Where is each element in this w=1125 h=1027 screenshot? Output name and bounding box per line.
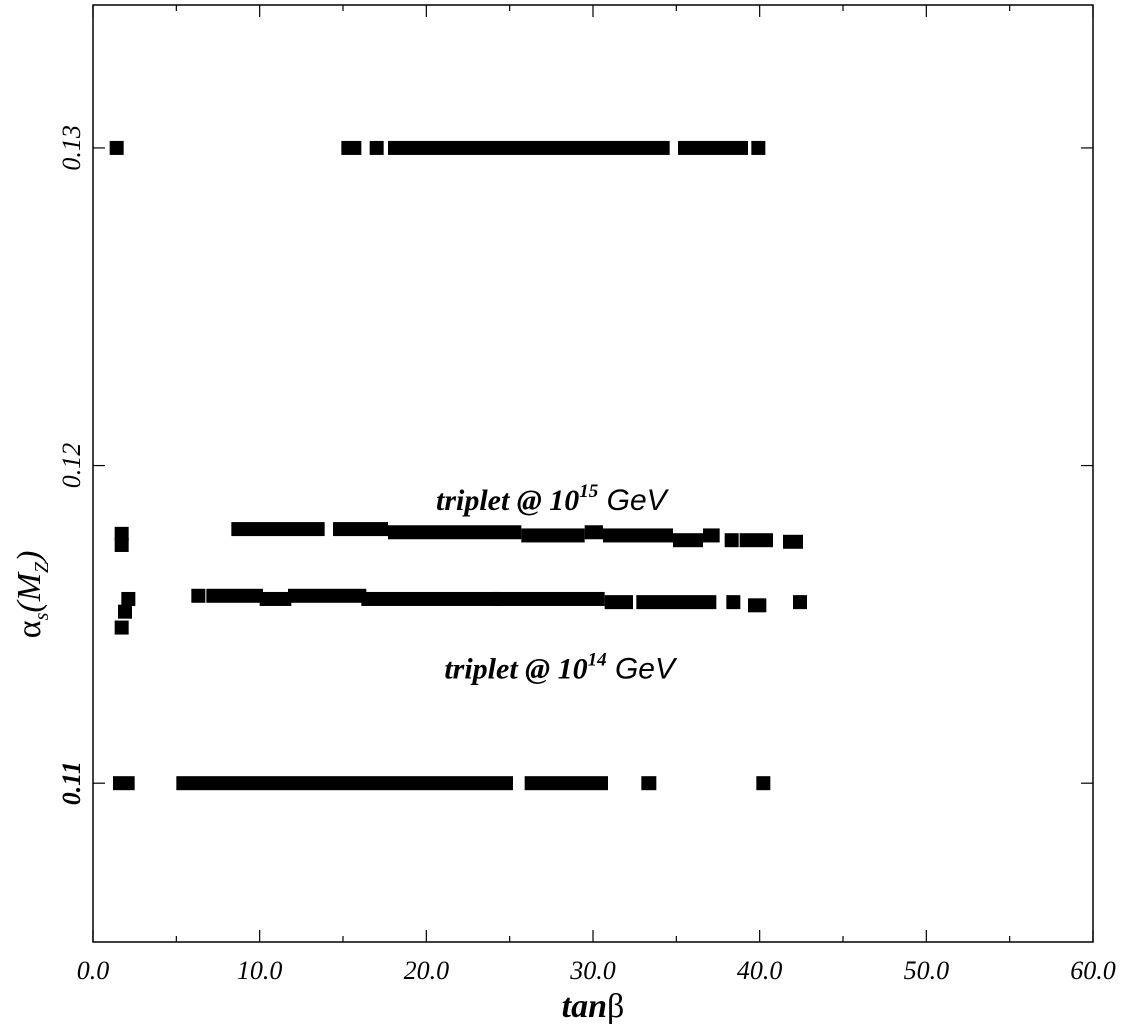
data-segment <box>521 528 585 543</box>
annotation-15-main: triplet @ 10 <box>436 484 579 517</box>
data-segment <box>259 591 292 606</box>
x-tick-label: 20.0 <box>404 956 450 985</box>
data-segment <box>493 591 605 606</box>
y-axis-title-paren: (M <box>11 571 48 612</box>
data-segment <box>524 776 608 791</box>
annotation-triplet-15: triplet @ 1015 GeV <box>436 481 670 517</box>
data-segments <box>109 140 807 791</box>
data-segment <box>703 528 720 543</box>
data-segment <box>341 140 362 155</box>
y-tick-label: 0.12 <box>57 443 86 489</box>
data-segment <box>603 528 673 543</box>
data-segment <box>726 595 741 610</box>
data-segment <box>114 620 129 635</box>
annotation-15-sup: 15 <box>579 481 599 502</box>
y-axis-title-paren-close: ) <box>11 551 48 564</box>
x-tick-label: 40.0 <box>737 956 783 985</box>
y-axis-title-sub-z: Z <box>31 561 53 573</box>
y-axis-title-group: αs(MZ) <box>11 551 53 639</box>
annotation-14-main: triplet @ 10 <box>444 652 587 685</box>
y-axis-title: αs(MZ) <box>11 551 53 639</box>
y-axis-title-alpha: α <box>11 620 48 638</box>
data-segment <box>176 776 514 791</box>
data-segment <box>191 588 206 603</box>
data-segment <box>206 588 263 603</box>
data-segment <box>388 140 670 155</box>
x-axis-title-symbol: β <box>607 988 624 1025</box>
data-segment <box>388 525 522 540</box>
y-tick-label: 0.11 <box>57 761 86 805</box>
x-tick-label: 60.0 <box>1070 956 1116 985</box>
annotation-14-sup: 14 <box>588 649 607 670</box>
data-segment <box>109 140 124 155</box>
data-segment <box>724 533 739 548</box>
data-segment <box>748 598 767 613</box>
data-segment <box>121 591 136 606</box>
annotation-triplet-14: triplet @ 1014 GeV <box>444 649 678 685</box>
data-segment <box>584 525 603 540</box>
x-tick-label: 10.0 <box>237 956 283 985</box>
data-segment <box>783 534 803 549</box>
data-segment <box>231 522 325 537</box>
x-axis-title: tanβ <box>562 988 625 1025</box>
data-segment <box>114 526 129 541</box>
x-tick-label: 30.0 <box>569 956 616 985</box>
data-segment <box>678 140 748 155</box>
data-segment <box>751 140 766 155</box>
data-segment <box>756 776 771 791</box>
y-tick-label: 0.13 <box>57 125 86 171</box>
y-tick-labels: 0.11 0.12 0.13 <box>57 125 86 805</box>
x-tick-label: 0.0 <box>77 956 110 985</box>
y-axis-title-sub-s: s <box>31 612 53 620</box>
tick-marks <box>92 5 1094 942</box>
data-segment <box>361 591 502 606</box>
data-segment <box>604 595 633 610</box>
annotation-15-unit: GeV <box>598 484 669 517</box>
x-tick-label: 50.0 <box>904 956 950 985</box>
x-axis-title-italic: tan <box>562 988 607 1025</box>
data-segment <box>673 533 703 548</box>
data-segment <box>641 776 657 791</box>
data-segment <box>369 140 384 155</box>
data-segment <box>114 537 129 552</box>
x-tick-labels: 0.0 10.0 20.0 30.0 40.0 50.0 60.0 <box>77 956 1116 985</box>
data-segment <box>636 595 717 610</box>
data-segment <box>333 522 388 537</box>
annotation-14-unit: GeV <box>607 652 678 685</box>
data-segment <box>118 604 132 619</box>
data-segment <box>113 776 135 791</box>
data-segment <box>288 588 367 603</box>
data-segment <box>793 595 807 610</box>
data-segment <box>739 533 773 548</box>
